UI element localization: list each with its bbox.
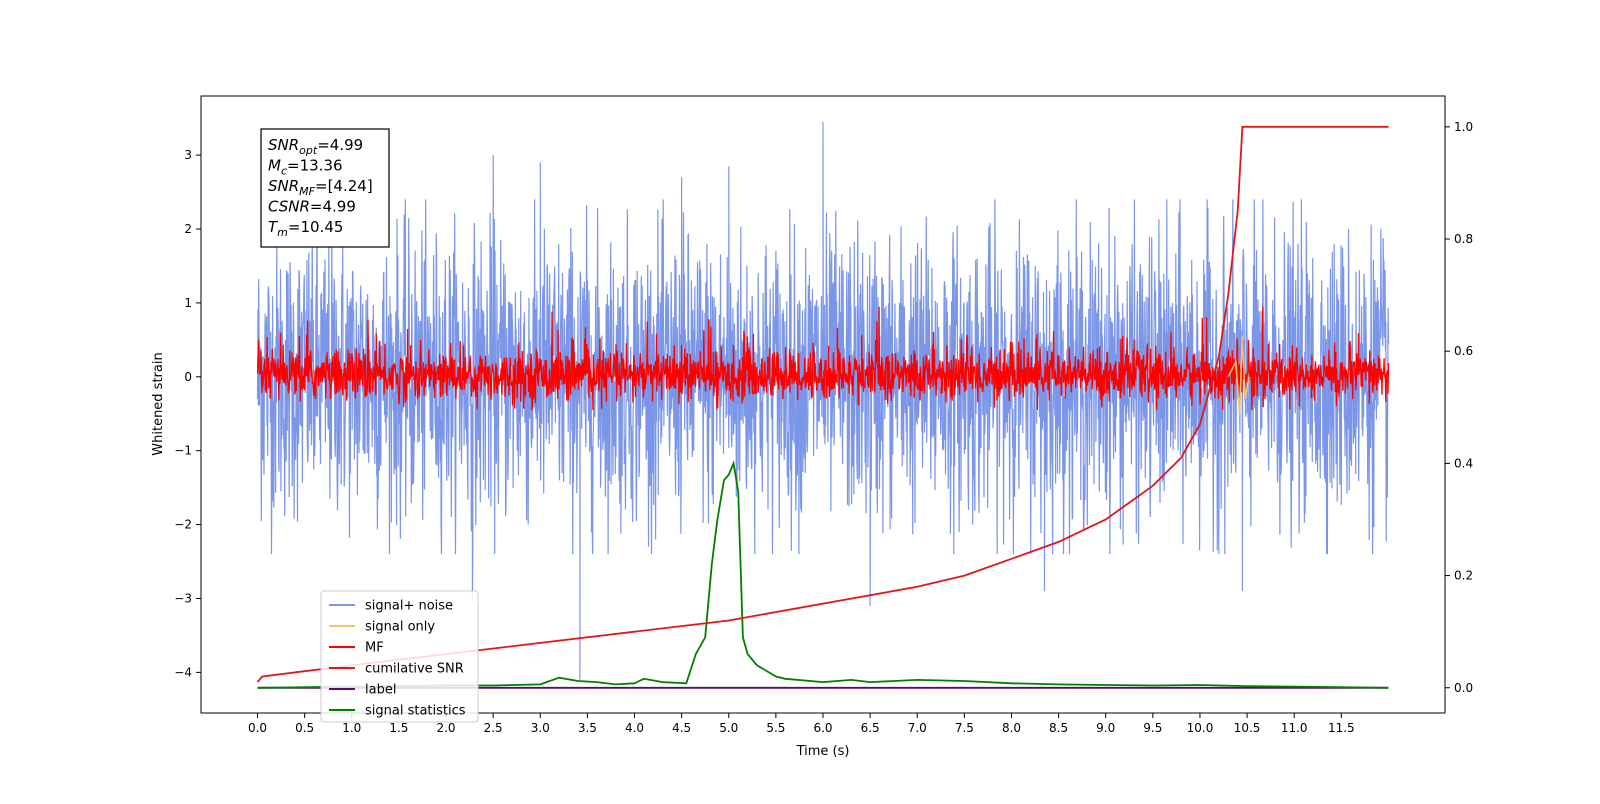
y-tick-label: −3	[174, 591, 192, 605]
y-tick-label: −4	[174, 665, 192, 679]
y-axis-left: −4 −3 −2 −1 0 1 2 3	[174, 148, 201, 679]
x-tick-label: 10.5	[1234, 721, 1261, 735]
legend-label: MF	[365, 641, 384, 656]
series-mf-line	[256, 306, 1390, 411]
series-signal-only-line	[1227, 336, 1250, 414]
x-tick-label: 2.5	[484, 721, 503, 735]
x-tick-label: 6.0	[813, 721, 832, 735]
legend-label: cumilative SNR	[365, 662, 464, 677]
y-tick-label: −2	[174, 518, 192, 532]
annotation-frame	[260, 128, 390, 248]
x-tick-label: 11.0	[1281, 721, 1308, 735]
x-tick-label: 0.5	[295, 721, 314, 735]
annotation-line: SNRopt=4.99	[268, 136, 363, 157]
x-axis-label: Time (s)	[796, 744, 850, 759]
legend-label: signal only	[365, 620, 435, 635]
x-tick-label: 7.5	[955, 721, 974, 735]
annotation-line: CSNR=4.99	[268, 198, 356, 216]
x-tick-label: 5.0	[719, 721, 738, 735]
y2-tick-label: 0.0	[1454, 681, 1473, 695]
y-tick-label: 2	[184, 222, 192, 236]
x-tick-label: 10.0	[1187, 721, 1214, 735]
x-tick-label: 5.5	[766, 721, 785, 735]
y2-tick-label: 1.0	[1454, 120, 1473, 134]
y-tick-label: −1	[174, 444, 192, 458]
x-tick-label: 1.5	[389, 721, 408, 735]
y-tick-label: 1	[184, 296, 192, 310]
y-axis-right: 0.0 0.2 0.4 0.6 0.8 1.0	[1445, 120, 1473, 695]
series-signal-statistics-line	[257, 460, 1389, 689]
x-tick-label: 8.0	[1002, 721, 1021, 735]
y2-tick-label: 0.2	[1454, 569, 1473, 583]
x-tick-label: 4.5	[672, 721, 691, 735]
x-tick-label: 6.5	[861, 721, 880, 735]
legend-label: signal statistics	[365, 704, 466, 719]
x-tick-label: 9.0	[1096, 721, 1115, 735]
legend-label: signal+ noise	[365, 599, 453, 614]
x-tick-label: 0.0	[248, 721, 267, 735]
x-tick-label: 1.0	[342, 721, 361, 735]
annotation-line: Mc=13.36	[268, 157, 343, 178]
y-tick-label: 3	[184, 148, 192, 162]
x-tick-label: 2.0	[436, 721, 455, 735]
annotation-line: Tm=10.45	[268, 218, 343, 239]
annotation-line: SNRMF=[4.24]	[268, 177, 373, 198]
legend-label: label	[365, 683, 396, 698]
x-axis: 0.0 0.5 1.0 1.5 2.0 2.5 3.0 3.5 4.0 4.5 5.0 5.5 6.0 6…	[248, 713, 1355, 735]
y2-tick-label: 0.6	[1454, 344, 1473, 358]
x-tick-label: 3.0	[531, 721, 550, 735]
legend: signal+ noise signal only MF cumilative SNR…	[320, 590, 479, 723]
x-tick-label: 3.5	[578, 721, 597, 735]
y2-tick-label: 0.8	[1454, 232, 1473, 246]
x-tick-label: 8.5	[1049, 721, 1068, 735]
x-tick-label: 11.5	[1328, 721, 1355, 735]
series-cumilative-snr-line	[256, 125, 1389, 683]
x-tick-label: 7.0	[908, 721, 927, 735]
y2-tick-label: 0.4	[1454, 456, 1473, 470]
x-tick-label: 4.0	[625, 721, 644, 735]
metrics-annotation-box: SNRopt=4.99Mc=13.36SNRMF=[4.24]CSNR=4.99…	[260, 128, 390, 248]
y-axis-label: Whitened strain	[151, 352, 166, 455]
x-tick-label: 9.5	[1143, 721, 1162, 735]
y-tick-label: 0	[184, 370, 192, 384]
series-signal-noise-line	[256, 121, 1390, 680]
legend-frame	[320, 590, 479, 723]
